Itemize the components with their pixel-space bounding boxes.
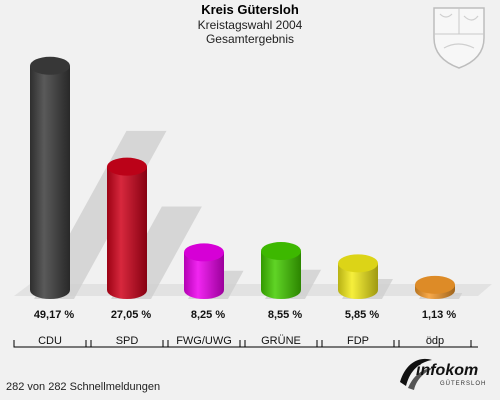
coat-of-arms-icon — [433, 7, 485, 69]
bar-FWG/UWG — [184, 243, 244, 299]
category-bracket — [167, 340, 241, 348]
category-label: CDU — [38, 335, 62, 347]
bar-GRÜNE — [261, 242, 322, 299]
category-label: SPD — [116, 335, 139, 347]
value-label: 8,25 % — [191, 309, 225, 321]
chart-subtitle: Kreistagswahl 2004 — [197, 18, 303, 32]
value-label: 49,17 % — [34, 309, 75, 321]
category-bracket — [398, 340, 472, 348]
category-label: ödp — [426, 335, 444, 347]
value-label: 27,05 % — [111, 309, 152, 321]
bar-body — [261, 251, 301, 299]
bar-body — [107, 166, 147, 299]
infokom-logo: infokom GÜTERSLOH — [396, 348, 496, 396]
bar-body — [338, 263, 378, 299]
bar-top — [338, 254, 378, 273]
bar-ödp — [415, 275, 463, 299]
logo-text: infokom — [416, 362, 479, 379]
value-label: 8,55 % — [268, 309, 302, 321]
logo-mark-icon — [400, 358, 434, 390]
bar-SPD — [107, 157, 202, 299]
bar-top — [184, 243, 224, 262]
category-label: FWG/UWG — [176, 335, 232, 347]
bar-top — [107, 157, 147, 176]
category-label: FDP — [347, 335, 369, 347]
bar-top — [30, 56, 70, 75]
bar-body — [30, 65, 70, 300]
category-bracket — [13, 340, 87, 348]
bar-FDP — [338, 254, 394, 299]
logo-subtext: GÜTERSLOH — [440, 381, 487, 387]
value-label: 5,85 % — [345, 309, 379, 321]
bar-top — [261, 242, 301, 261]
chart-subtitle-2: Gesamtergebnis — [205, 32, 295, 46]
bar-body — [184, 252, 224, 299]
category-bracket — [90, 340, 164, 348]
category-label: GRÜNE — [261, 335, 301, 347]
value-label: 1,13 % — [422, 309, 456, 321]
chart-header: Kreis Gütersloh Kreistagswahl 2004 Gesam… — [0, 2, 500, 46]
bar-top — [415, 275, 455, 294]
category-bracket — [321, 340, 395, 348]
status-text: 282 von 282 Schnellmeldungen — [6, 381, 161, 393]
chart-title: Kreis Gütersloh — [201, 2, 299, 17]
category-bracket — [244, 340, 318, 348]
